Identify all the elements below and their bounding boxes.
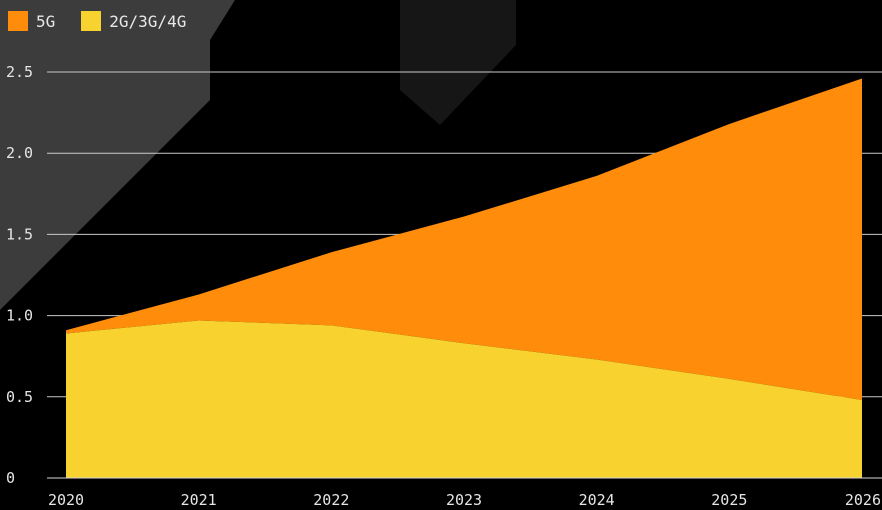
y-axis-labels: 0 0.5 1.0 1.5 2.0 2.5 [6,63,33,487]
x-tick-label: 2021 [181,491,217,509]
decorative-dark-tab [400,0,516,125]
decorative-gray-shape [0,0,235,310]
x-axis-labels: 2020 2021 2022 2023 2024 2025 2026 [48,491,881,509]
legend-swatch-5g [8,11,28,31]
x-tick-label: 2026 [845,491,881,509]
legend-label-2g-3g-4g: 2G/3G/4G [109,11,187,31]
y-tick-label: 0 [6,469,15,487]
series-2g-3g-4g-area [66,320,862,478]
y-tick-label: 0.5 [6,388,33,406]
legend-label-5g: 5G [36,11,56,31]
y-tick-label: 2.5 [6,63,33,81]
x-tick-label: 2025 [711,491,747,509]
series-5g-area [66,78,862,401]
x-tick-label: 2022 [313,491,349,509]
y-tick-label: 1.5 [6,225,33,243]
legend-item-5g[interactable]: 5G [8,11,55,31]
legend: 5G 2G/3G/4G [8,11,186,31]
legend-swatch-2g-3g-4g [81,11,102,31]
legend-item-2g-3g-4g[interactable]: 2G/3G/4G [81,11,186,31]
x-tick-label: 2024 [579,491,615,509]
x-tick-label: 2023 [446,491,482,509]
x-tick-label: 2020 [48,491,84,509]
y-tick-label: 1.0 [6,307,33,325]
y-tick-label: 2.0 [6,144,33,162]
